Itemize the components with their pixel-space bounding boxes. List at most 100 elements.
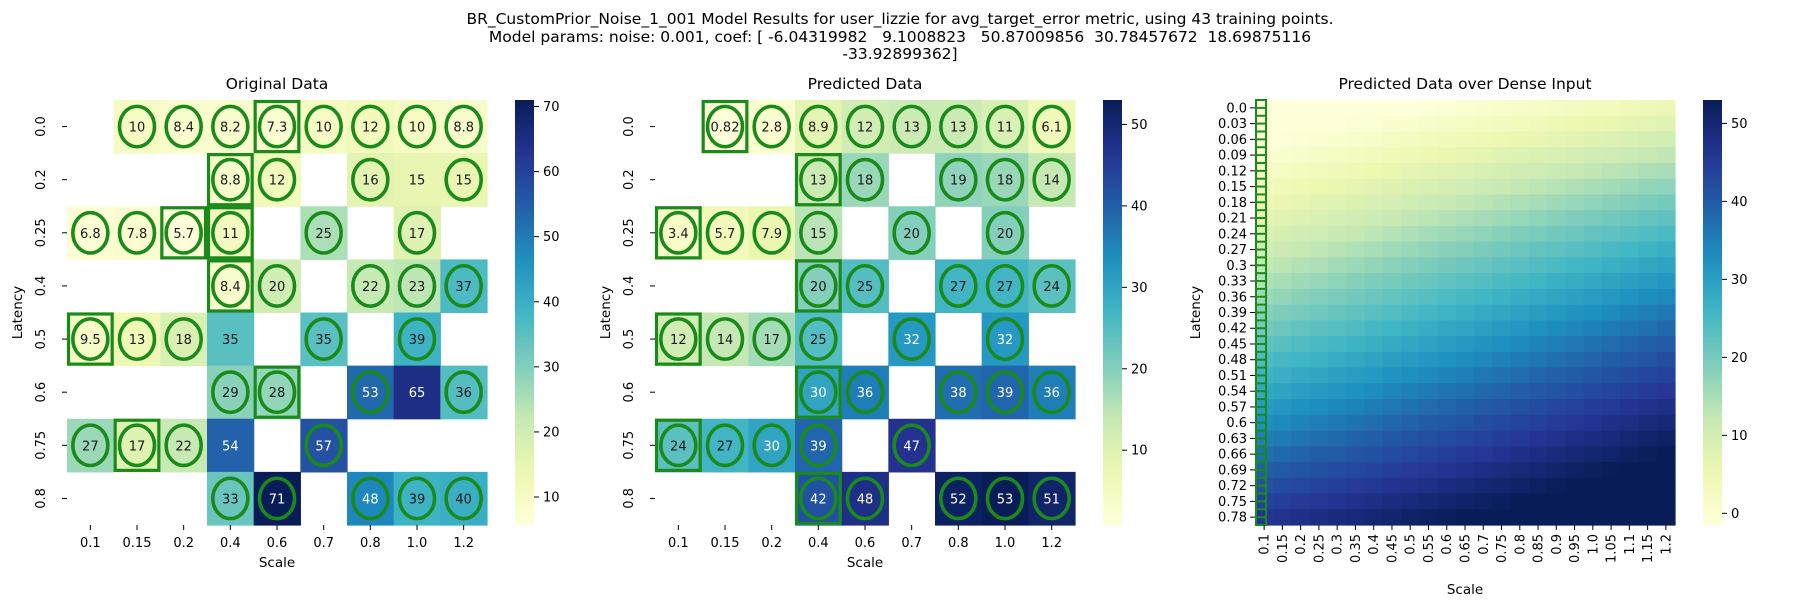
heatmap-cell (1346, 462, 1366, 479)
x-tick-label: 0.8 (948, 536, 969, 551)
y-tick-label: 0.6 (1226, 416, 1247, 431)
heatmap-cell (1510, 115, 1530, 133)
heatmap-cell (1309, 414, 1329, 432)
heatmap-cell (1638, 100, 1658, 117)
heatmap-cell (1528, 462, 1548, 479)
heatmap-cell (1583, 178, 1603, 196)
heatmap-cell (1419, 147, 1439, 164)
heatmap-cell (1510, 225, 1530, 243)
heatmap-cell (1583, 336, 1603, 353)
training-point-circle (1032, 370, 1071, 415)
heatmap-cell (1382, 320, 1402, 337)
heatmap-cell (1437, 100, 1457, 117)
heatmap-cell (1510, 509, 1530, 526)
heatmap-cell (1291, 147, 1311, 164)
heatmap-cell (1437, 162, 1457, 180)
heatmap-cell (1401, 367, 1420, 384)
heatmap-cell (1474, 367, 1493, 384)
y-tick-label: 0.78 (1218, 511, 1247, 526)
x-tick-label: 1.0 (995, 536, 1016, 551)
heatmap-cell (1328, 162, 1347, 180)
heatmap-cell (1401, 147, 1420, 164)
heatmap-cell (1273, 241, 1293, 259)
x-tick-label: 0.2 (1294, 534, 1309, 555)
training-point-circle (71, 210, 110, 255)
heatmap-cell (1455, 273, 1475, 290)
heatmap-cell (1510, 336, 1530, 353)
colorbar-tick-label: 60 (543, 165, 560, 180)
heatmap-cell (1328, 493, 1347, 510)
cell-label: 18 (857, 174, 874, 189)
heatmap-cell (1382, 414, 1402, 432)
heatmap-cell (1510, 210, 1530, 227)
heatmap-cell (1620, 288, 1640, 306)
heatmap-cells (67, 100, 488, 526)
y-tick-label: 0.21 (1218, 212, 1247, 227)
colorbar-tick-label: 70 (543, 100, 560, 115)
x-tick-label: 0.7 (901, 536, 922, 551)
heatmap-cell (1309, 509, 1329, 526)
heatmap-cell (1583, 210, 1603, 227)
heatmap-cell (1346, 178, 1366, 196)
heatmap-cell (1620, 257, 1640, 274)
heatmap-cell (1492, 414, 1512, 432)
heatmap-cell (1528, 351, 1548, 369)
heatmap-cell (1401, 210, 1420, 227)
heatmap-cell (1620, 304, 1640, 321)
heatmap-cell (1291, 383, 1311, 400)
heatmap-cell (1346, 320, 1366, 337)
y-tick-label: 0.0 (34, 116, 49, 137)
training-point-circle (304, 104, 343, 149)
heatmap-cell (1346, 210, 1366, 227)
cell-label: 28 (269, 386, 286, 401)
cell-label: 25 (315, 227, 332, 242)
heatmap-cell (1620, 225, 1640, 243)
heatmap-cell (1437, 367, 1457, 384)
cell-label: 11 (222, 227, 239, 242)
heatmap-cell (1638, 509, 1658, 526)
x-tick-label: 0.45 (1385, 534, 1400, 563)
heatmap-cell (1656, 273, 1676, 290)
highlight-boxes (654, 99, 842, 526)
heatmap-cell (1601, 430, 1621, 447)
heatmap-cell (1382, 336, 1402, 353)
heatmap-cell (1601, 288, 1621, 306)
training-point-circle (117, 210, 157, 255)
heatmap-cell (1565, 367, 1585, 384)
cell-label: 10 (129, 121, 146, 136)
heatmap-cell (1291, 194, 1311, 211)
y-tick-label: 0.42 (1218, 322, 1247, 337)
heatmap-cell (1346, 304, 1366, 321)
training-point-circle (257, 370, 297, 415)
heatmap-cell (1638, 477, 1658, 495)
heatmap-cell (1492, 320, 1512, 337)
heatmap-cell (1401, 320, 1420, 337)
heatmap-cell (1419, 493, 1439, 510)
cell-label: 8.8 (453, 121, 474, 136)
heatmap-cell (1455, 399, 1475, 416)
x-tick-label: 0.1 (80, 536, 101, 551)
heatmap-cell (1328, 462, 1347, 479)
heatmap-cell (1309, 100, 1329, 117)
cell-label: 5.7 (715, 227, 736, 242)
cell-label: 17 (409, 227, 426, 242)
heatmap-cell (1528, 131, 1548, 148)
heatmap-cell (1620, 336, 1640, 353)
highlight-box (66, 312, 114, 366)
heatmap-cell (1328, 414, 1347, 432)
cell-label: 18 (175, 333, 192, 348)
heatmap-cell (1273, 493, 1293, 510)
heatmap-cell (1419, 241, 1439, 259)
y-tick-label: 0.63 (1218, 432, 1247, 447)
cell-label: 5.7 (173, 227, 194, 242)
training-point-circle (892, 210, 931, 255)
heatmap-cell (1382, 383, 1402, 400)
heatmap-cell (1510, 147, 1530, 164)
heatmap-cell (1455, 493, 1475, 510)
heatmap-cell (1273, 210, 1293, 227)
heatmap-cell (1364, 414, 1384, 432)
heatmap-cell (1528, 509, 1548, 526)
heatmap-cell (1565, 273, 1585, 290)
training-point-circle (939, 370, 978, 415)
